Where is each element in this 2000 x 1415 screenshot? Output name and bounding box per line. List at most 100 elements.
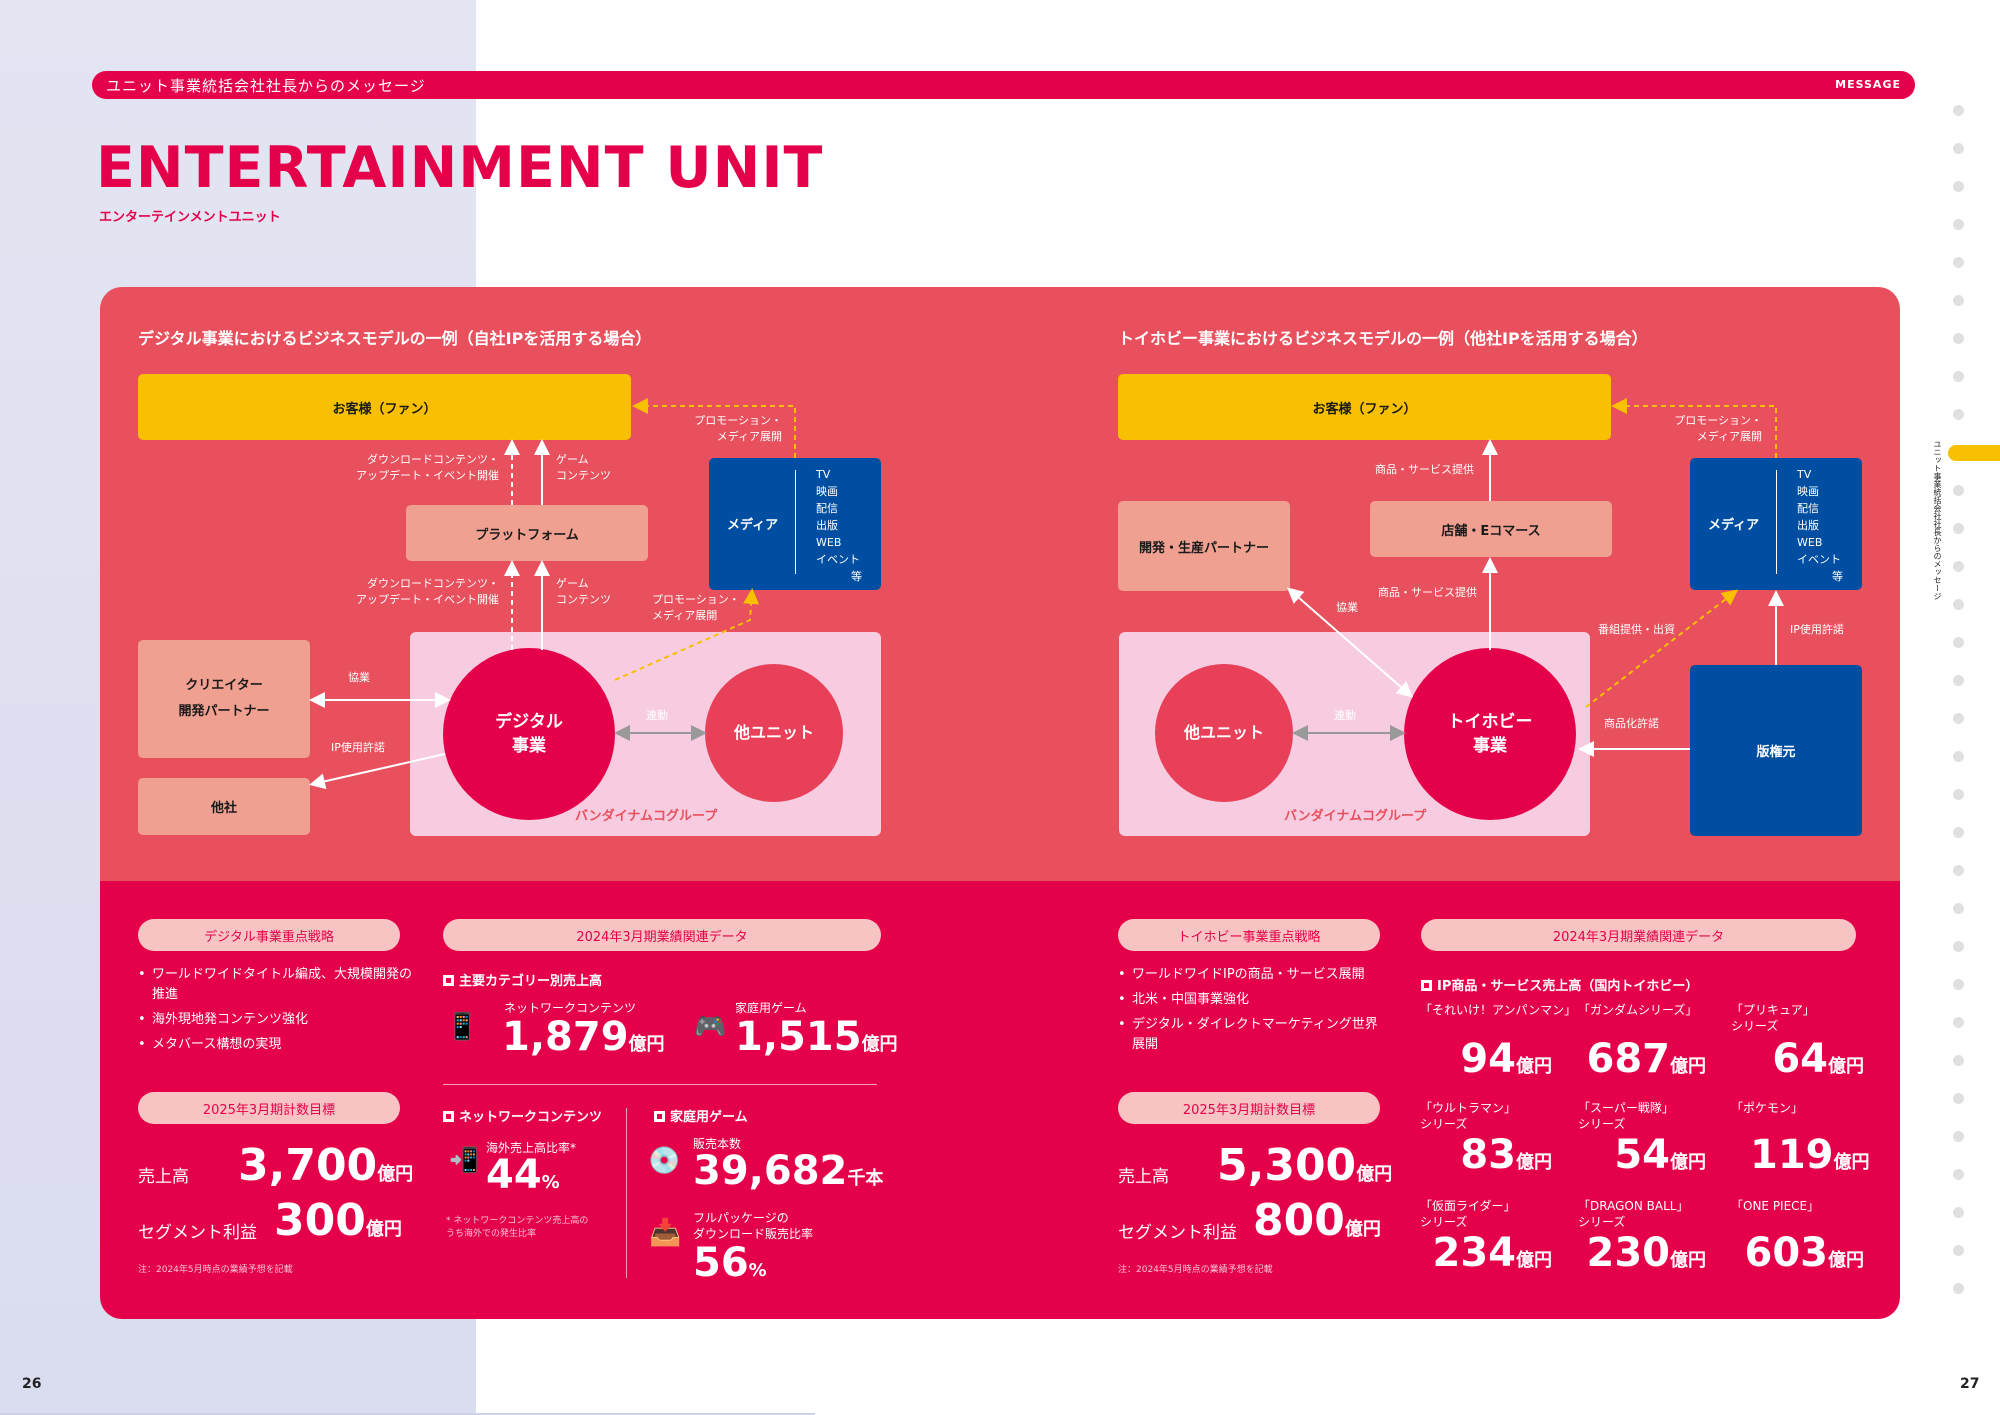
toy-strategy-pill: トイホビー事業重点戦略 — [1118, 919, 1380, 951]
overseas-ratio-note: * ネットワークコンテンツ売上高の うち海外での発生比率 — [446, 1216, 589, 1239]
nav-dot[interactable] — [1953, 903, 1964, 914]
nav-dot[interactable] — [1953, 257, 1964, 268]
label-game-1: ゲーム コンテンツ — [556, 453, 611, 482]
network-content-label: ネットワークコンテンツ — [504, 1001, 637, 1015]
toy-strategy-list: • ワールドワイドIPの商品・サービス展開 • 北米・中国事業強化 • デジタル・ダイ… — [1118, 967, 1378, 1052]
ip-name: 「仮面ライダー」 シリーズ — [1420, 1199, 1516, 1229]
digital-strategy-list: • ワールドワイドタイトル編成、大規模開発の 推進 • 海外現地発コンテンツ強化 •… — [138, 967, 413, 1052]
ip-value: 603億円 — [1744, 1230, 1865, 1276]
nav-dot[interactable] — [1953, 371, 1964, 382]
ip-value: 54億円 — [1614, 1132, 1706, 1178]
digital-sales-label: 売上高 — [138, 1167, 189, 1187]
nav-dot[interactable] — [1953, 1055, 1964, 1066]
ip-value: 83億円 — [1460, 1132, 1552, 1178]
smartphone-icon: 📲 — [449, 1146, 479, 1174]
ip-sales-heading: IP商品・サービス売上高（国内トイホビー） — [1421, 975, 1698, 994]
page-subtitle: エンターテインメントユニット — [99, 210, 281, 225]
category-sales-heading: 主要カテゴリー別売上高 — [443, 970, 602, 989]
digital-sales-value: 3,700億円 — [238, 1140, 414, 1191]
nav-dot[interactable] — [1953, 675, 1964, 686]
nav-dot[interactable] — [1953, 1169, 1964, 1180]
nav-dot[interactable] — [1953, 713, 1964, 724]
nav-dot[interactable] — [1953, 1207, 1964, 1218]
network-content-heading: ネットワークコンテンツ — [443, 1106, 602, 1125]
label-merch-license: 商品化許諾 — [1604, 717, 1659, 730]
label-download-1: ダウンロードコンテンツ・ アップデート・イベント開催 — [356, 453, 499, 482]
nav-dot[interactable] — [1953, 523, 1964, 534]
other-unit-circle-2: 他ユニット — [1155, 664, 1293, 802]
download-ratio-value: 56% — [693, 1240, 767, 1286]
toy-forecast-note: 注：2024年5月時点の業績予想を記載 — [1118, 1265, 1273, 1275]
digital-forecast-note: 注：2024年5月時点の業績予想を記載 — [138, 1265, 293, 1275]
platform-box: プラットフォーム — [406, 505, 648, 561]
label-promo-3: プロモーション・ メディア展開 — [1674, 414, 1762, 443]
nav-dot[interactable] — [1953, 637, 1964, 648]
ip-name: 「それいけ！アンパンマン」 — [1420, 1003, 1577, 1017]
nav-dot[interactable] — [1953, 865, 1964, 876]
nav-dot[interactable] — [1953, 789, 1964, 800]
licensor-box: 版権元 — [1690, 665, 1862, 836]
media-divider-2 — [1776, 470, 1777, 574]
data-panel — [100, 881, 1900, 1319]
digital-strategy-pill: デジタル事業重点戦略 — [138, 919, 400, 951]
creator-partner-box: クリエイター 開発パートナー — [138, 640, 310, 758]
media-divider — [795, 470, 796, 574]
ip-name: 「スーパー戦隊」 シリーズ — [1578, 1101, 1674, 1131]
nav-active-indicator[interactable] — [1948, 445, 2000, 461]
media-box-2: メディア — [1690, 458, 1862, 590]
nav-dot[interactable] — [1953, 485, 1964, 496]
nav-dot[interactable] — [1953, 219, 1964, 230]
download-ratio-label: フルパッケージの ダウンロード販売比率 — [693, 1211, 814, 1241]
toy-profit-value: 800億円 — [1253, 1195, 1381, 1246]
nav-dot[interactable] — [1953, 143, 1964, 154]
label-link: 連動 — [646, 709, 668, 722]
overseas-ratio-label: 海外売上高比率* — [486, 1141, 577, 1155]
label-promo-2: プロモーション・ メディア展開 — [652, 593, 740, 622]
nav-dot[interactable] — [1953, 1283, 1964, 1294]
toy-sales-value: 5,300億円 — [1217, 1140, 1393, 1191]
digital-profit-value: 300億円 — [274, 1195, 402, 1246]
nav-dot[interactable] — [1953, 409, 1964, 420]
units-sold-label: 販売本数 — [693, 1137, 742, 1151]
group-label-2: バンダイナムコグループ — [1284, 809, 1427, 824]
download-icon: 📥 — [649, 1218, 682, 1248]
nav-dot[interactable] — [1953, 105, 1964, 116]
digital-diagram-title: デジタル事業におけるビジネスモデルの一例（自社IPを活用する場合） — [138, 329, 652, 348]
ip-value: 64億円 — [1772, 1036, 1864, 1082]
nav-dot[interactable] — [1953, 1131, 1964, 1142]
ip-name: 「ONE PIECE」 — [1731, 1199, 1820, 1213]
nav-dot[interactable] — [1953, 1017, 1964, 1028]
nav-dot[interactable] — [1953, 827, 1964, 838]
nav-dot[interactable] — [1953, 333, 1964, 344]
ip-value: 234億円 — [1432, 1230, 1553, 1276]
label-ip-license-2: IP使用許諾 — [1790, 623, 1844, 636]
nav-dot[interactable] — [1953, 181, 1964, 192]
nav-dot[interactable] — [1953, 941, 1964, 952]
nav-dot[interactable] — [1953, 979, 1964, 990]
nav-dot[interactable] — [1953, 1245, 1964, 1256]
other-unit-circle: 他ユニット — [705, 664, 843, 802]
ip-value: 687億円 — [1586, 1036, 1707, 1082]
home-game-heading: 家庭用ゲーム — [654, 1106, 748, 1125]
digital-target-pill: 2025年3月期計数目標 — [138, 1092, 400, 1124]
header-section-title: ユニット事業統括会社社長からのメッセージ — [106, 77, 426, 95]
network-content-value: 1,879億円 — [502, 1014, 665, 1060]
overseas-ratio-value: 44% — [486, 1152, 560, 1198]
nav-dot[interactable] — [1953, 599, 1964, 610]
store-ecommerce-box: 店舗・Eコマース — [1370, 501, 1612, 557]
nav-dot[interactable] — [1953, 561, 1964, 572]
nav-dot[interactable] — [1953, 295, 1964, 306]
ip-name: 「ガンダムシリーズ」 — [1578, 1003, 1698, 1017]
bottom-rule — [0, 1413, 815, 1415]
nav-dot[interactable] — [1953, 1093, 1964, 1104]
game-controller-icon: 🎮 — [694, 1012, 727, 1042]
nav-dot[interactable] — [1953, 751, 1964, 762]
network-devices-icon: 📱 — [446, 1012, 479, 1042]
toy-sales-label: 売上高 — [1118, 1167, 1169, 1187]
customer-box-2: お客様（ファン） — [1118, 374, 1611, 440]
units-sold-value: 39,682千本 — [693, 1148, 884, 1194]
label-ip-license: IP使用許諾 — [331, 741, 385, 754]
ip-name: 「DRAGON BALL」 シリーズ — [1578, 1199, 1689, 1229]
group-label: バンダイナムコグループ — [575, 809, 718, 824]
